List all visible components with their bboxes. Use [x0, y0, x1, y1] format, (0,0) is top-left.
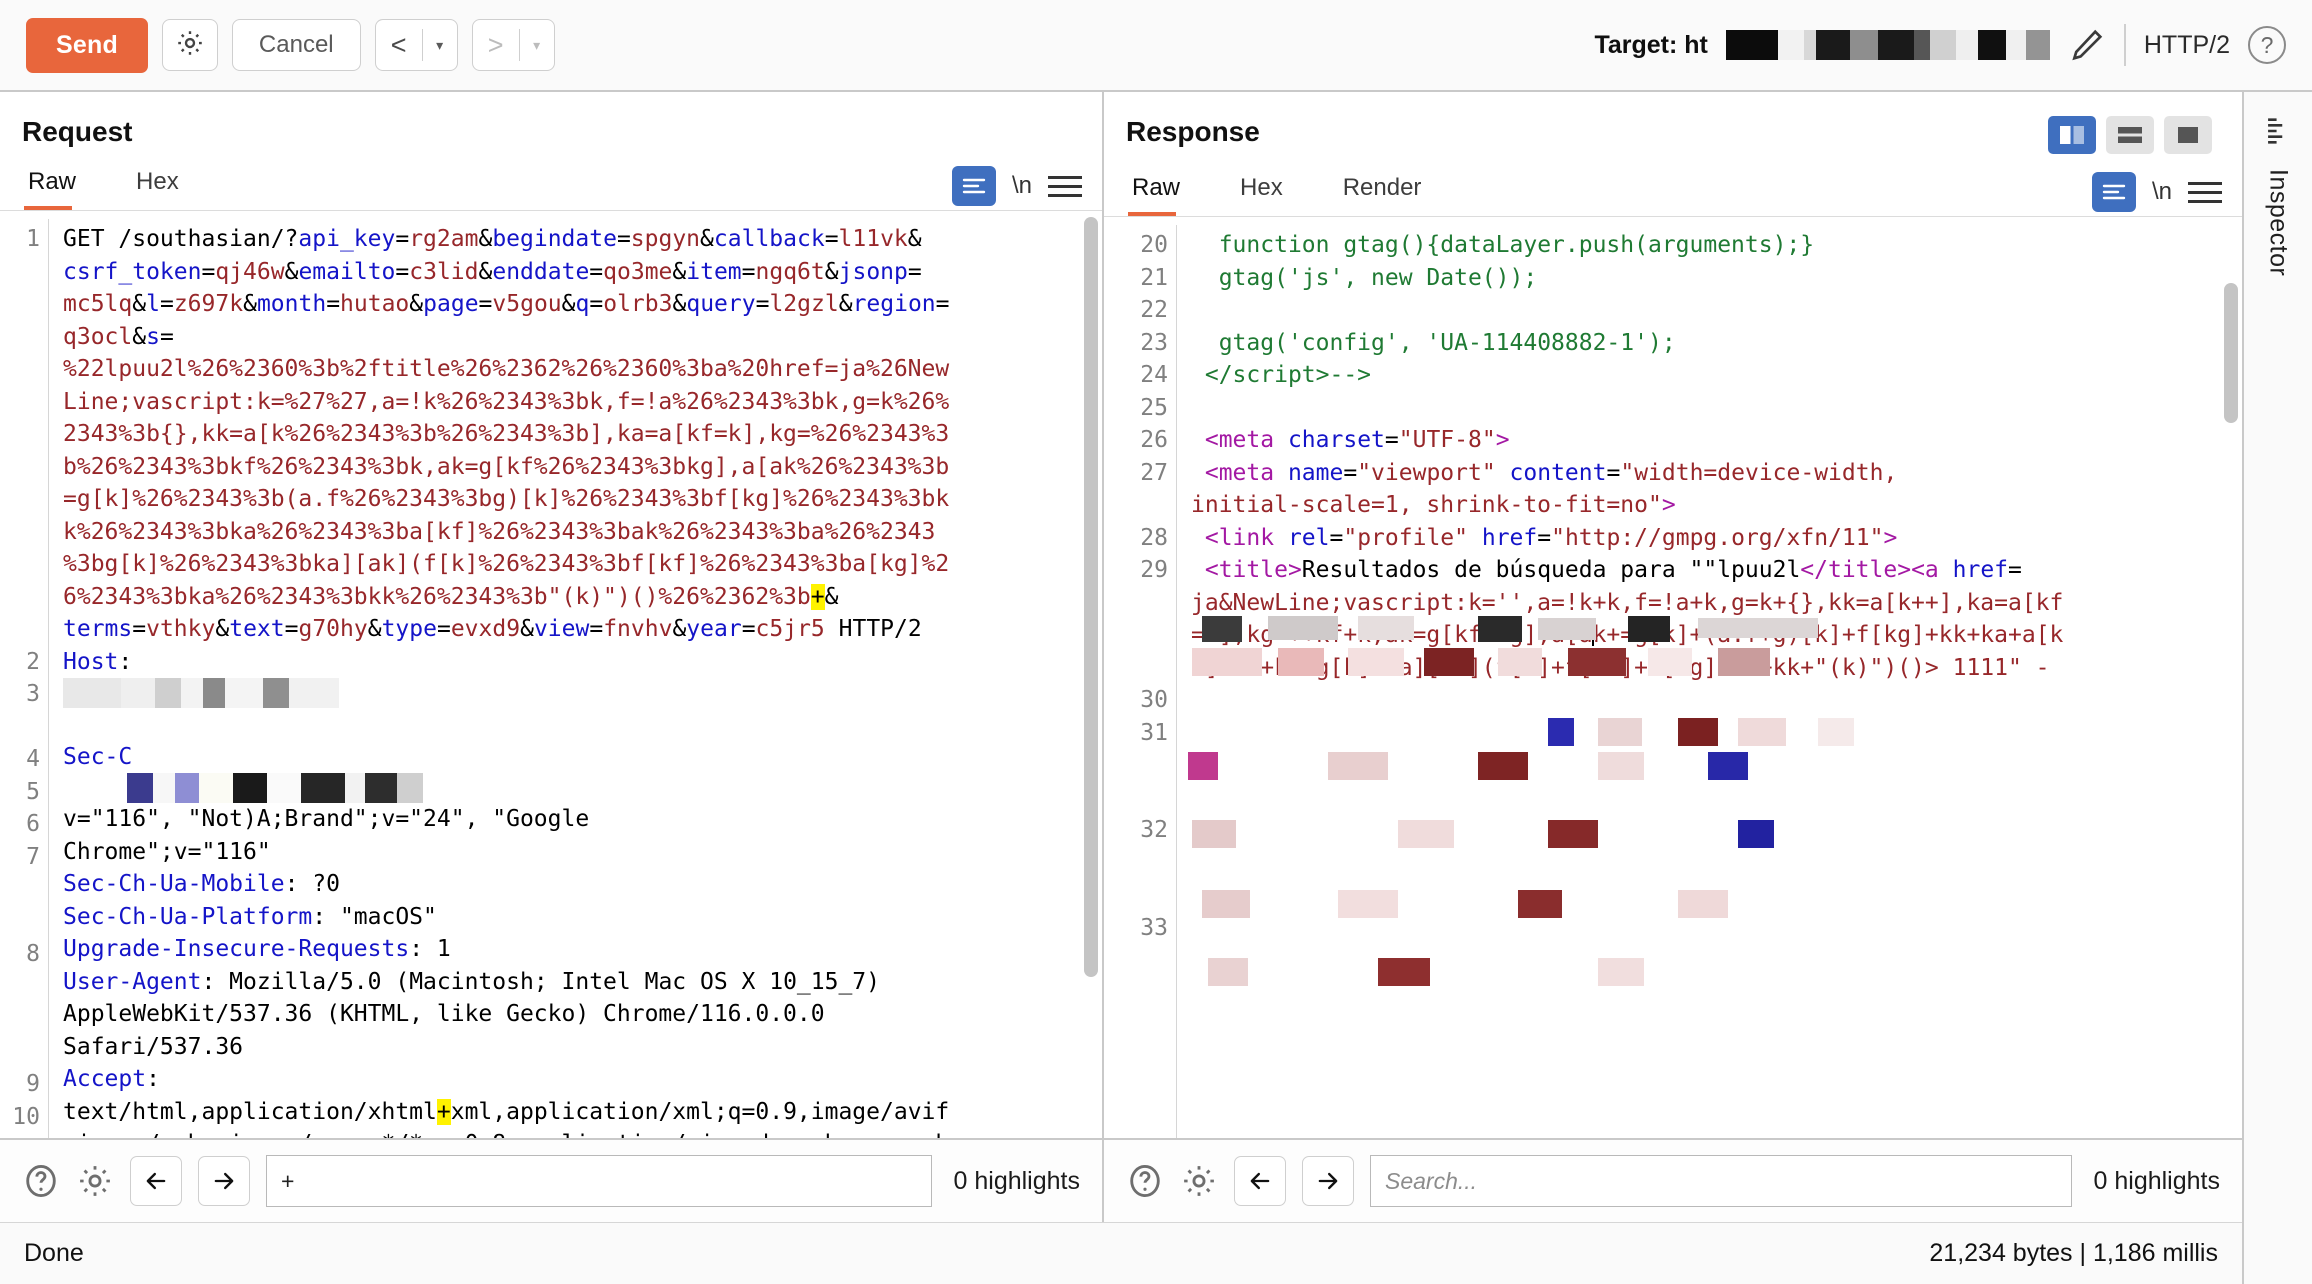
history-forward-split-button[interactable]: > ▾	[471, 19, 555, 71]
sec-ch-ua-redacted	[63, 773, 1086, 803]
cancel-button[interactable]: Cancel	[231, 19, 361, 71]
request-search-input[interactable]	[266, 1155, 932, 1207]
layout-split-horizontal-button[interactable]	[2106, 116, 2154, 154]
format-lines-icon[interactable]	[2091, 172, 2136, 212]
find-prev-button[interactable]	[1234, 1156, 1286, 1206]
status-bar: Done 21,234 bytes | 1,186 millis	[0, 1222, 2242, 1284]
newline-toggle[interactable]: \n	[2151, 178, 2172, 205]
response-highlight-count: 0 highlights	[2093, 1166, 2220, 1195]
host-value-redacted	[63, 678, 1086, 708]
main-area: Request Raw Hex \n	[0, 92, 2312, 1284]
request-vertical-scrollbar[interactable]	[1084, 217, 1098, 1132]
history-back-button[interactable]: <	[390, 29, 407, 60]
find-next-button[interactable]	[1302, 1156, 1354, 1206]
divider	[2123, 24, 2126, 66]
gear-icon[interactable]	[1180, 1162, 1218, 1200]
chevron-down-icon[interactable]: ▾	[533, 36, 541, 53]
response-tab-tools: \n	[2091, 172, 2222, 212]
history-forward-button[interactable]: >	[487, 29, 504, 60]
hamburger-icon[interactable]	[1048, 175, 1082, 197]
right-rail: Inspector	[2242, 92, 2312, 1284]
layout-single-pane-button[interactable]	[2164, 116, 2212, 154]
gear-icon	[175, 28, 205, 63]
panes-and-status: Request Raw Hex \n	[0, 92, 2242, 1284]
response-raw-text[interactable]: function gtag(){dataLayer.push(arguments…	[1191, 232, 2064, 681]
request-findbar: 0 highlights	[0, 1138, 1102, 1222]
request-tab-tools: \n	[951, 166, 1082, 206]
tab-request-raw[interactable]: Raw	[22, 162, 96, 210]
tab-request-hex[interactable]: Hex	[136, 168, 179, 195]
response-tabbar: Raw Hex Render \n	[1104, 154, 2242, 216]
hamburger-icon[interactable]	[2188, 181, 2222, 203]
response-title: Response	[1126, 116, 1260, 147]
inspector-label[interactable]: Inspector	[2264, 169, 2293, 277]
response-findbar: 0 highlights	[1104, 1138, 2242, 1222]
request-editor[interactable]: 1 2 3 4 5 6 7 8 9 10 GET /southasian/?api_key=rg2…	[0, 210, 1102, 1138]
request-raw-text[interactable]: GET /southasian/?api_key=rg2am&begindate…	[49, 211, 1102, 1138]
history-back-split-button[interactable]: < ▾	[374, 19, 458, 71]
request-tabbar: Raw Hex \n	[0, 148, 1102, 210]
gear-icon[interactable]	[76, 1162, 114, 1200]
status-left-text: Done	[24, 1239, 84, 1267]
top-toolbar: Send Cancel < ▾ > ▾ Target: ht	[0, 0, 2312, 92]
target-label: Target: ht	[1594, 30, 1708, 59]
send-button[interactable]: Send	[26, 17, 148, 73]
divider	[421, 29, 423, 61]
response-search-input[interactable]	[1370, 1155, 2072, 1207]
divider	[48, 219, 49, 1138]
tab-response-render[interactable]: Render	[1342, 174, 1422, 201]
help-circle-icon[interactable]	[1126, 1162, 1164, 1200]
layout-split-vertical-button[interactable]	[2048, 116, 2096, 154]
status-right-text: 21,234 bytes | 1,186 millis	[1929, 1239, 2218, 1267]
tab-response-hex[interactable]: Hex	[1240, 174, 1283, 201]
http-version-label[interactable]: HTTP/2	[2143, 30, 2230, 59]
response-vertical-scrollbar[interactable]	[2224, 223, 2238, 1132]
request-title: Request	[22, 116, 133, 147]
newline-toggle[interactable]: \n	[1011, 172, 1032, 199]
tab-response-raw[interactable]: Raw	[1126, 168, 1200, 216]
request-highlight-count: 0 highlights	[953, 1166, 1080, 1195]
request-line-numbers: 1 2 3 4 5 6 7 8 9 10	[0, 211, 48, 1138]
pencil-icon[interactable]	[2068, 26, 2106, 64]
response-pane: Response	[1104, 92, 2242, 1222]
divider	[1176, 225, 1177, 1138]
find-next-button[interactable]	[198, 1156, 250, 1206]
find-prev-button[interactable]	[130, 1156, 182, 1206]
inspector-icon[interactable]	[2261, 114, 2295, 153]
request-response-split: Request Raw Hex \n	[0, 92, 2242, 1222]
help-circle-icon[interactable]: ?	[2248, 26, 2286, 64]
send-settings-button[interactable]	[161, 19, 218, 71]
help-circle-icon[interactable]	[22, 1162, 60, 1200]
divider	[518, 29, 520, 61]
toolbar-right-group: Target: ht HTTP/2	[1594, 24, 2286, 66]
response-line-numbers: 20 21 22 23 24 25 26 27 28 29 30 31 32 33	[1104, 217, 1176, 1138]
request-pane: Request Raw Hex \n	[0, 92, 1104, 1222]
response-editor[interactable]: 20 21 22 23 24 25 26 27 28 29 30 31 32 33 function gt…	[1104, 216, 2242, 1138]
format-lines-icon[interactable]	[951, 166, 996, 206]
chevron-down-icon[interactable]: ▾	[436, 36, 444, 53]
target-url-redacted	[1725, 30, 2050, 60]
